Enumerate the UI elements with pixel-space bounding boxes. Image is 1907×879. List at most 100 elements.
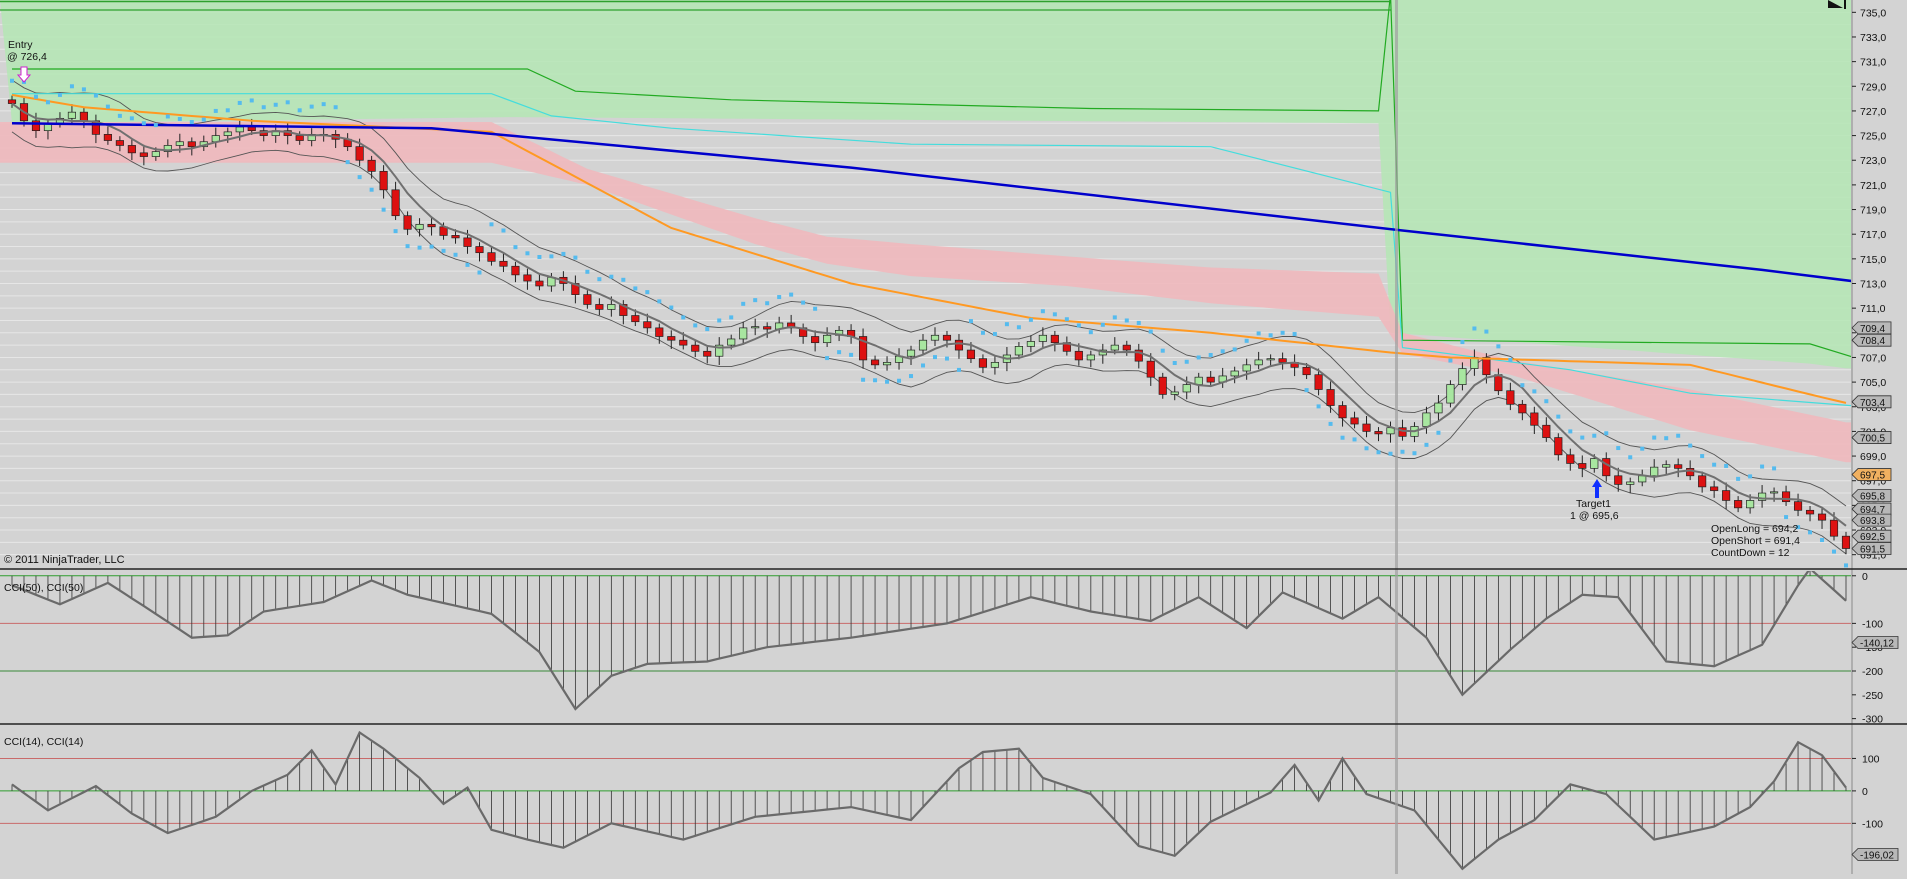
psar-dot [932, 355, 937, 360]
psar-dot [1004, 322, 1009, 327]
price-tick-label: 719,0 [1860, 205, 1886, 217]
psar-dot [597, 277, 602, 282]
candle-body [966, 349, 976, 360]
target-arrow-icon [1592, 479, 1602, 498]
psar-dot [753, 298, 758, 303]
candle-body [235, 126, 244, 133]
candle-body [870, 359, 880, 366]
psar-dot [1388, 451, 1393, 456]
price-flag-box [1851, 489, 1892, 502]
psar-dot [1232, 347, 1237, 352]
psar-dot [1112, 315, 1117, 320]
psar-dot [477, 270, 482, 275]
entry-arrow-icon [16, 66, 32, 83]
psar-dot [801, 300, 806, 305]
price-tick-label: 725,0 [1860, 131, 1886, 143]
candle-body [1758, 492, 1767, 501]
price-tick-label: 715,0 [1860, 254, 1886, 266]
candle-body [1278, 358, 1287, 363]
candle-body [1074, 350, 1083, 361]
psar-dot [1772, 466, 1777, 471]
candle-body [619, 304, 628, 316]
psar-dot [1808, 530, 1813, 535]
candle-body [1038, 334, 1047, 342]
candle-body [175, 141, 184, 146]
psar-dot [81, 87, 86, 92]
psar-dot [489, 222, 494, 227]
candle-body [511, 265, 520, 276]
psar-dot [381, 207, 386, 212]
candle-body [1518, 403, 1527, 414]
price-flag-label: 697,5 [1860, 471, 1885, 482]
price-flag-box [1851, 395, 1892, 409]
psar-dot [693, 323, 698, 328]
price-flag: 695,8 [1851, 489, 1892, 503]
candle-body [427, 223, 436, 228]
psar-dot [1520, 383, 1525, 388]
psar-dot [837, 350, 842, 355]
candle-body [1482, 357, 1491, 376]
candle-body [1170, 391, 1179, 395]
psar-dot [1472, 326, 1477, 331]
candle-body [978, 358, 988, 368]
psar-dot [1064, 317, 1069, 322]
price-tick-label: 729,0 [1860, 81, 1886, 93]
psar-dot [45, 100, 50, 105]
price-tick-label: 721,0 [1860, 180, 1886, 192]
price-flag: 700,5 [1851, 431, 1892, 445]
price-flag-box [1851, 431, 1892, 444]
candle-body [451, 235, 460, 239]
psar-dot [1556, 414, 1561, 419]
psar-dot [33, 94, 38, 99]
psar-dot [1184, 359, 1189, 364]
candle-body [7, 99, 17, 104]
psar-dot [465, 262, 470, 267]
price-flag-box [1851, 542, 1892, 555]
candle-body [1326, 389, 1335, 406]
cci50-title: CCI(50), CCI(50) [4, 582, 83, 594]
psar-dot [225, 108, 230, 113]
price-flag-box [1851, 468, 1892, 481]
psar-dot [1304, 388, 1309, 393]
candle-body [247, 126, 256, 132]
candle-body [1086, 354, 1095, 361]
candle-body [679, 339, 688, 346]
psar-dot [741, 301, 746, 306]
psar-dot [129, 116, 134, 121]
candle-body [811, 336, 820, 344]
candle-body [1674, 464, 1683, 469]
candle-body [139, 152, 148, 157]
psar-dot [105, 104, 110, 109]
target-price-label: 1 @ 695,6 [1570, 510, 1619, 522]
candle-body [1434, 402, 1443, 414]
psar-dot [297, 108, 302, 113]
candle-body [1494, 374, 1503, 392]
candle-body [906, 349, 916, 357]
candle-body [1829, 519, 1839, 537]
psar-dot [501, 228, 506, 233]
osc-tick-label: -200 [1862, 666, 1883, 678]
candle-body [691, 344, 700, 352]
psar-dot [944, 356, 949, 361]
candle-body [163, 145, 172, 152]
candle-body [415, 223, 424, 230]
psar-dot [861, 377, 866, 382]
candle-body [1734, 500, 1743, 509]
price-flag-label: 692,5 [1860, 532, 1885, 543]
psar-dot [1352, 437, 1357, 442]
psar-dot [213, 108, 218, 113]
osc-tick-label: 0 [1862, 571, 1868, 583]
candle-body [882, 362, 892, 366]
psar-dot [1280, 330, 1285, 335]
candle-body [355, 146, 364, 161]
candle-body [1578, 463, 1587, 469]
candle-body [103, 134, 112, 141]
psar-dot [1688, 443, 1693, 448]
psar-dot [453, 252, 458, 257]
entry-price-label: @ 726,4 [7, 51, 47, 63]
psar-dot [1136, 320, 1141, 325]
psar-dot [1508, 357, 1513, 362]
osc-flag-label: -196,02 [1860, 850, 1894, 861]
price-tick-label: 727,0 [1860, 106, 1886, 118]
candle-body [583, 294, 592, 305]
